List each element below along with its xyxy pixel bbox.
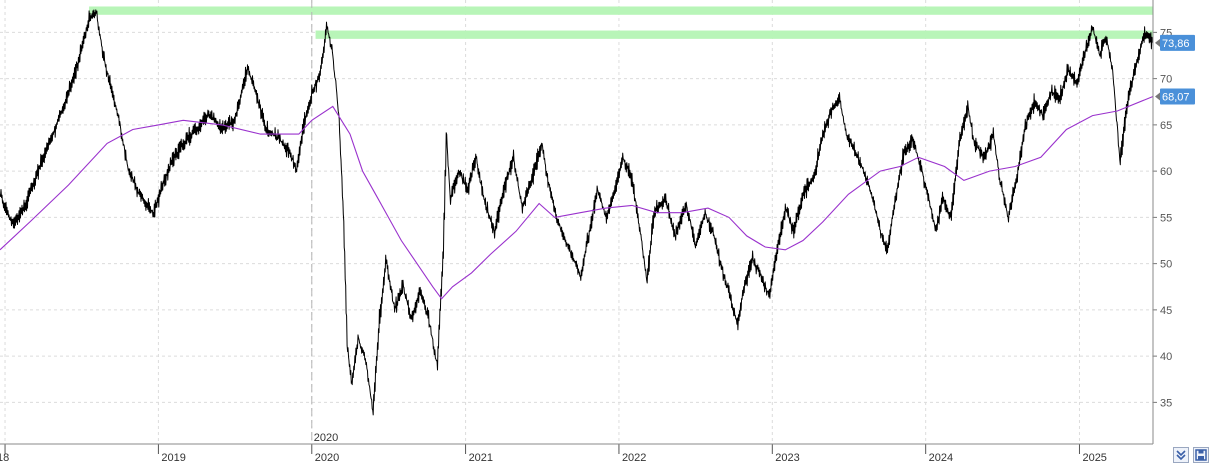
y-tick-label: 45: [1160, 305, 1172, 317]
x-tick-label: 2019: [161, 452, 185, 464]
y-tick-label: 65: [1160, 120, 1172, 132]
moving-average-line: [0, 95, 1154, 300]
year-marker: 2020: [311, 0, 338, 444]
resistance-band-1: [89, 6, 1153, 15]
marker-label: 2020: [314, 432, 338, 444]
double-chevron-down-icon: [1176, 450, 1186, 461]
axes: [0, 0, 1157, 454]
series-layer: [0, 9, 1154, 416]
save-button[interactable]: [1193, 447, 1209, 463]
x-tick-label: 2021: [469, 452, 493, 464]
price-tag-pointer: [1155, 38, 1160, 47]
price-tag-box: [1160, 88, 1195, 105]
resistance-bands: [89, 6, 1153, 39]
x-tick-label: 2020: [315, 452, 339, 464]
price-tag-pointer: [1155, 92, 1160, 101]
y-tick-label: 60: [1160, 166, 1172, 178]
resistance-band-2: [315, 30, 1153, 39]
y-tick-label: 35: [1160, 397, 1172, 409]
save-disk-icon: [1195, 449, 1207, 461]
x-tick-label: 2025: [1082, 452, 1106, 464]
price-tag-label-2: 68,07: [1162, 91, 1190, 103]
price-tag-label-1: 73,86: [1162, 38, 1190, 50]
collapse-button[interactable]: [1173, 447, 1189, 463]
x-tick-label: 2022: [622, 452, 646, 464]
x-tick-label: 18: [0, 452, 9, 464]
y-tick-label: 50: [1160, 259, 1172, 271]
x-tick-label: 2023: [775, 452, 799, 464]
price-series-line: [0, 9, 1154, 416]
y-tick-label: 70: [1160, 74, 1172, 86]
y-tick-label: 55: [1160, 212, 1172, 224]
x-axis-labels: 18 2019 2020 2021 2022 2023 2024 2025: [0, 452, 1107, 464]
y-tick-label: 40: [1160, 351, 1172, 363]
price-tags: 73,86 68,07: [1155, 34, 1195, 105]
x-tick-label: 2024: [929, 452, 953, 464]
price-tag-box: [1160, 34, 1195, 51]
